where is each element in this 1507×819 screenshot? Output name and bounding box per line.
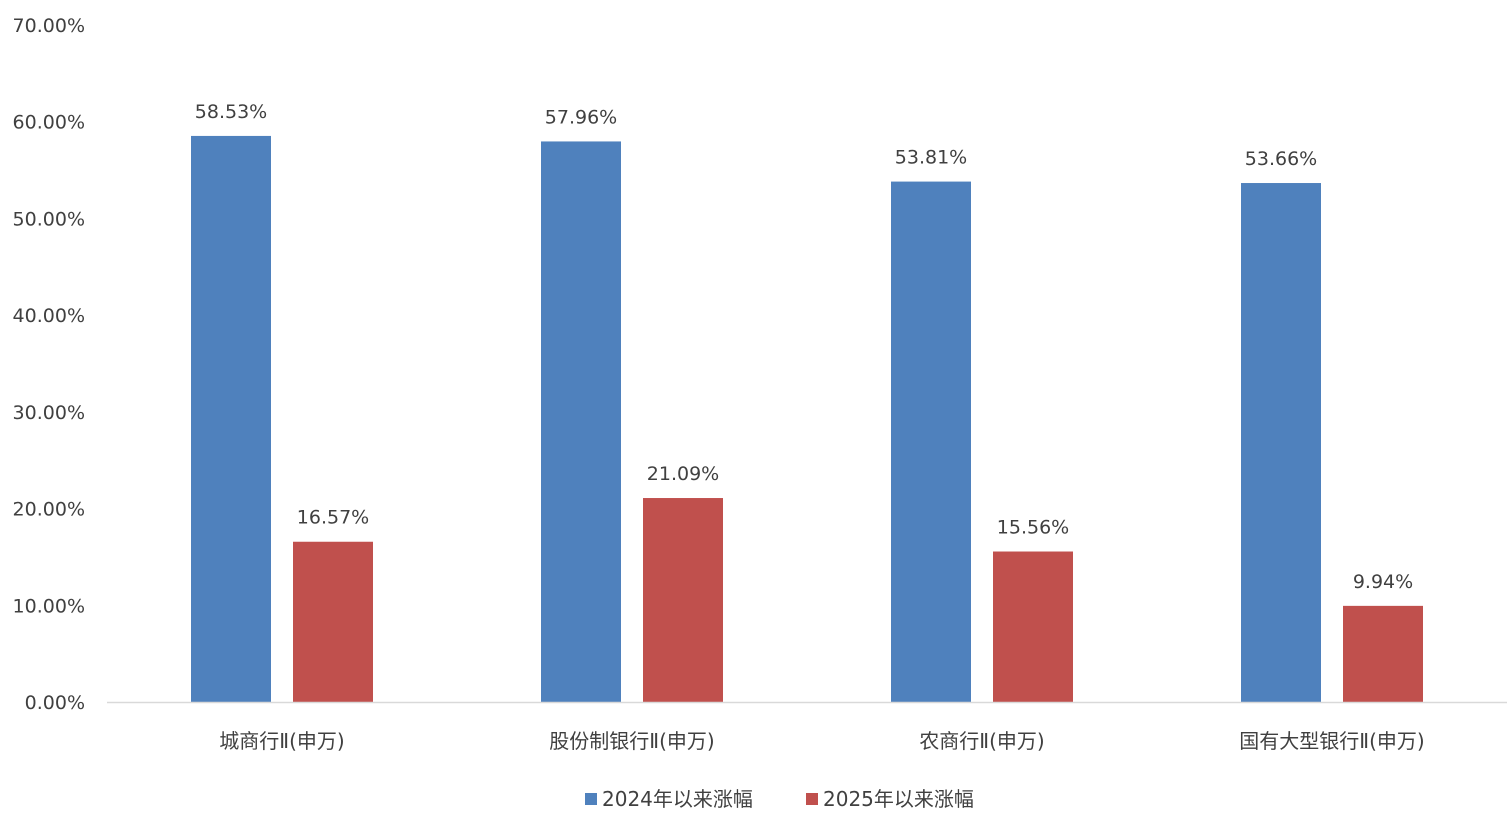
- bar-series-1-3: [891, 181, 971, 702]
- x-category-label: 农商行Ⅱ(申万): [919, 729, 1044, 753]
- data-label: 9.94%: [1353, 571, 1413, 593]
- data-label: 53.66%: [1245, 148, 1317, 170]
- bar-series-2-1: [293, 541, 373, 702]
- legend-label-2: 2025年以来涨幅: [823, 787, 974, 811]
- y-tick-label: 50.00%: [13, 208, 85, 230]
- y-tick-label: 0.00%: [25, 692, 85, 714]
- legend-swatch-2: [806, 793, 818, 805]
- y-tick-label: 30.00%: [13, 402, 85, 424]
- x-category-label: 股份制银行Ⅱ(申万): [549, 729, 714, 753]
- data-label: 15.56%: [997, 517, 1069, 539]
- x-category-label: 国有大型银行Ⅱ(申万): [1239, 729, 1424, 753]
- data-labels: 58.53% 57.96% 53.81% 53.66% 16.57% 21.09% 15.5…: [195, 101, 1413, 593]
- y-tick-label: 40.00%: [13, 305, 85, 327]
- legend-swatch-1: [585, 793, 597, 805]
- bar-series-2-2: [643, 498, 723, 702]
- data-label: 58.53%: [195, 101, 267, 123]
- y-tick-label: 20.00%: [13, 499, 85, 521]
- bar-series-1-4: [1241, 183, 1321, 703]
- data-label: 16.57%: [297, 507, 369, 529]
- y-axis: 0.00% 10.00% 20.00% 30.00% 40.00% 50.00% 60.00…: [13, 15, 85, 714]
- data-label: 57.96%: [545, 106, 617, 128]
- bar-series-1-1: [191, 135, 271, 703]
- bars: [191, 135, 1423, 703]
- bar-series-2-4: [1343, 605, 1423, 702]
- y-tick-label: 60.00%: [13, 112, 85, 134]
- data-label: 21.09%: [647, 463, 719, 485]
- y-tick-label: 70.00%: [13, 15, 85, 37]
- bar-series-2-3: [993, 551, 1073, 702]
- y-tick-label: 10.00%: [13, 595, 85, 617]
- data-label: 53.81%: [895, 147, 967, 169]
- x-category-label: 城商行Ⅱ(申万): [219, 729, 344, 753]
- bar-series-1-2: [541, 141, 621, 703]
- x-axis: 城商行Ⅱ(申万) 股份制银行Ⅱ(申万) 农商行Ⅱ(申万) 国有大型银行Ⅱ(申万): [219, 729, 1424, 753]
- legend-label-1: 2024年以来涨幅: [602, 787, 753, 811]
- legend: 2024年以来涨幅 2025年以来涨幅: [585, 787, 974, 811]
